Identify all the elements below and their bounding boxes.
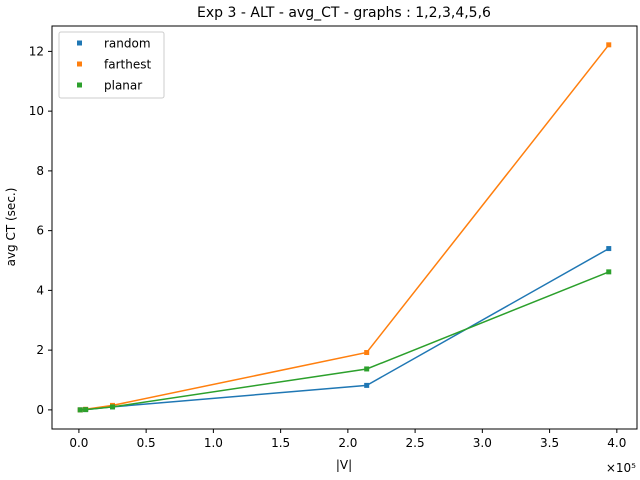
x-tick-label: 3.0 <box>473 436 492 450</box>
x-tick-label: 0.5 <box>137 436 156 450</box>
x-tick-label: 2.0 <box>338 436 357 450</box>
x-axis-label: |V| <box>336 458 352 472</box>
data-point-planar <box>110 404 116 410</box>
legend-frame <box>58 31 165 99</box>
legend-label-planar: planar <box>104 79 142 93</box>
data-point-random <box>606 246 612 252</box>
data-point-random <box>364 382 370 388</box>
legend-marker-planar <box>77 82 82 88</box>
y-axis-label: avg CT (sec.) <box>4 188 18 267</box>
y-tick-label: 10 <box>29 104 44 118</box>
y-tick-label: 2 <box>36 343 44 357</box>
x-tick-label: 4.0 <box>607 436 626 450</box>
y-tick-label: 8 <box>36 164 44 178</box>
data-point-farthest <box>606 42 612 48</box>
series-line-random <box>80 247 610 411</box>
legend: random farthest planar <box>58 31 165 99</box>
data-point-farthest <box>364 350 370 356</box>
x-tick-label: 2.5 <box>406 436 425 450</box>
data-point-planar <box>77 407 83 413</box>
data-point-planar <box>83 407 89 413</box>
legend-label-random: random <box>104 37 151 51</box>
series-layer <box>77 42 612 413</box>
y-tick-label: 4 <box>36 283 44 297</box>
chart-title: Exp 3 - ALT - avg_CT - graphs : 1,2,3,4,… <box>197 5 491 21</box>
y-tick-label: 6 <box>36 224 44 238</box>
y-tick-label: 12 <box>29 44 44 58</box>
series-line-farthest <box>80 44 610 411</box>
y-axis: 0 2 4 6 8 10 12 <box>29 44 52 417</box>
x-axis: 0.0 0.5 1.0 1.5 2.0 2.5 3.0 3.5 4.0 <box>69 429 626 450</box>
y-tick-label: 0 <box>36 403 44 417</box>
x-tick-label: 1.0 <box>204 436 223 450</box>
legend-label-farthest: farthest <box>104 58 151 72</box>
x-tick-label: 0.0 <box>69 436 88 450</box>
x-tick-label: 1.5 <box>271 436 290 450</box>
data-point-planar <box>606 269 612 275</box>
plot-frame <box>51 25 638 430</box>
data-point-planar <box>364 366 370 372</box>
x-axis-offset-label: ×10⁵ <box>606 461 636 475</box>
legend-marker-random <box>77 40 82 46</box>
x-tick-label: 3.5 <box>540 436 559 450</box>
legend-marker-farthest <box>77 61 82 67</box>
